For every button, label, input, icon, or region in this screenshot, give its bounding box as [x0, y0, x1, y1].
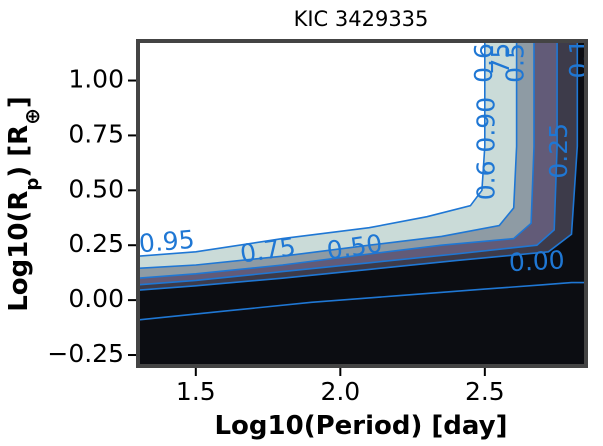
contour-label-4: 0.25	[544, 123, 573, 179]
contour-label-5: 0.1	[564, 39, 593, 79]
y-axis-label-base: Log10(R	[4, 191, 34, 312]
contour-line-0-1	[138, 41, 579, 291]
contour-label-8: 75	[486, 43, 515, 75]
x-axis-label: Log10(Period) [day]	[214, 411, 507, 441]
y-axis-label-sub: p	[22, 178, 43, 191]
plot-area	[138, 41, 586, 366]
filled-band-0-1	[138, 41, 586, 366]
contour-label-3: 0.00	[508, 245, 565, 277]
contour-label-7: 0.5	[501, 43, 530, 83]
y-axis-label: Log10(Rp) [R⊕]	[4, 96, 44, 312]
y-axis-label-mid: ) [R	[4, 125, 34, 178]
chart-title: KIC 3429335	[294, 7, 429, 31]
y-tick-label: 1.00	[68, 65, 124, 94]
contour-line-0-95	[138, 41, 486, 257]
contour-label-6: 0.6 0.90	[472, 97, 501, 200]
contour-label-9: 0.6	[469, 43, 498, 83]
y-tick-label: −0.25	[47, 339, 124, 368]
contour-label-0: 0.95	[138, 225, 196, 259]
y-axis-label-end: ]	[4, 96, 34, 108]
x-axis-ticks: 1.5 2.0 2.5	[176, 368, 505, 406]
y-tick-label: 0.00	[68, 284, 124, 313]
x-tick-label: 2.0	[320, 377, 360, 406]
contour-line-0	[138, 281, 586, 321]
y-tick-label: 0.50	[68, 174, 124, 203]
plot-frame	[136, 39, 588, 368]
x-tick-label: 2.5	[465, 377, 505, 406]
contour-line-0-25	[138, 41, 558, 286]
contour-line-0-5	[138, 41, 535, 279]
contour-lines	[138, 41, 586, 321]
x-tick-label: 1.5	[176, 377, 216, 406]
y-axis-label-sup: ⊕	[20, 108, 44, 125]
y-tick-label: 0.25	[68, 229, 124, 258]
y-axis-ticks: −0.25 0.00 0.25 0.50 0.75 1.00	[47, 65, 136, 368]
contour-line-0-75	[138, 41, 518, 270]
y-tick-label: 0.75	[68, 119, 124, 148]
